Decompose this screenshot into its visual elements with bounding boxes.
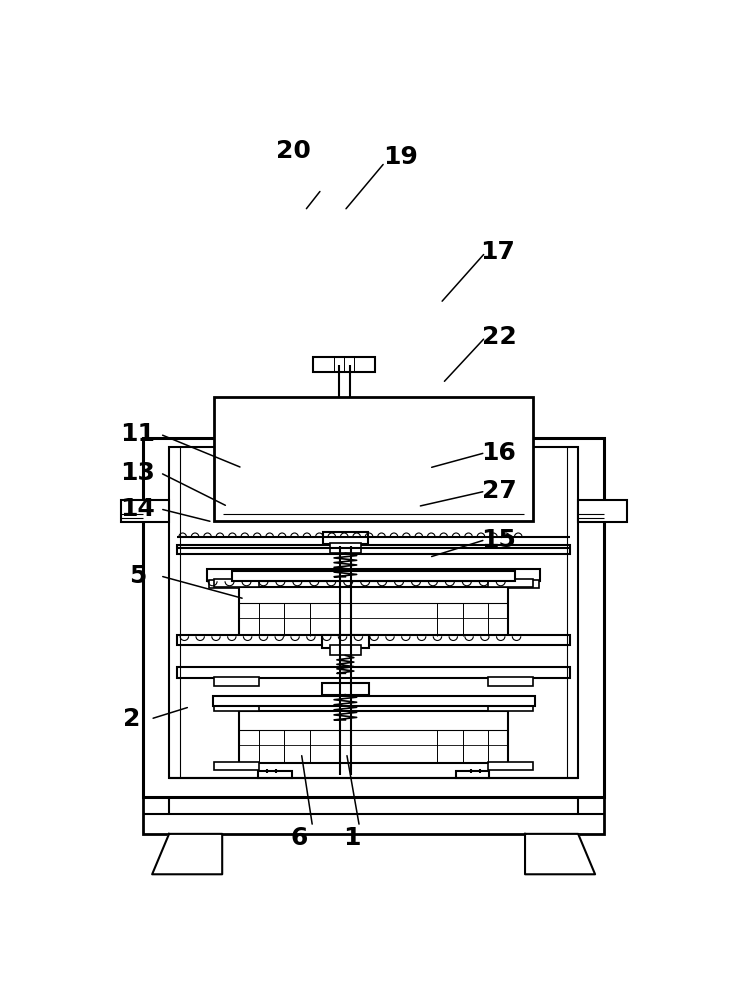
Text: 27: 27	[482, 479, 516, 503]
Bar	[214, 579, 260, 587]
Bar	[214, 635, 260, 643]
Text: 14: 14	[120, 497, 155, 521]
Bar	[239, 587, 508, 636]
Bar	[120, 500, 169, 522]
Bar	[488, 635, 533, 643]
Bar	[330, 645, 361, 655]
Bar	[578, 500, 627, 522]
Bar	[214, 704, 260, 711]
Text: 22: 22	[482, 325, 516, 349]
Bar	[214, 677, 260, 686]
Bar	[143, 438, 604, 797]
Text: 15: 15	[482, 528, 516, 552]
Text: 16: 16	[482, 441, 516, 465]
Text: 19: 19	[383, 145, 418, 169]
Bar	[214, 397, 533, 521]
Bar	[233, 571, 515, 581]
Text: 1: 1	[343, 826, 361, 850]
Text: 20: 20	[276, 139, 311, 163]
Text: 17: 17	[480, 240, 515, 264]
Bar	[177, 545, 570, 554]
Bar	[321, 635, 369, 648]
Bar	[313, 357, 375, 372]
Bar	[208, 580, 251, 588]
Bar	[258, 771, 292, 778]
Bar	[321, 683, 369, 695]
Polygon shape	[152, 834, 222, 874]
Bar	[177, 667, 570, 678]
Text: 11: 11	[120, 422, 155, 446]
Text: 6: 6	[290, 826, 308, 850]
Bar	[488, 762, 533, 770]
Bar	[488, 677, 533, 686]
Bar	[143, 797, 604, 834]
Bar	[323, 532, 368, 544]
Text: 2: 2	[123, 707, 141, 731]
Bar	[330, 543, 361, 553]
Polygon shape	[525, 834, 595, 874]
Text: 5: 5	[129, 564, 146, 588]
Bar	[177, 635, 570, 645]
Bar	[169, 447, 578, 778]
Bar	[456, 771, 489, 778]
Bar	[214, 762, 260, 770]
Bar	[207, 569, 540, 581]
Bar	[496, 580, 539, 588]
Bar	[488, 704, 533, 711]
Bar	[488, 579, 533, 587]
Bar	[213, 696, 534, 706]
Text: 13: 13	[120, 461, 155, 485]
Bar	[239, 711, 508, 763]
